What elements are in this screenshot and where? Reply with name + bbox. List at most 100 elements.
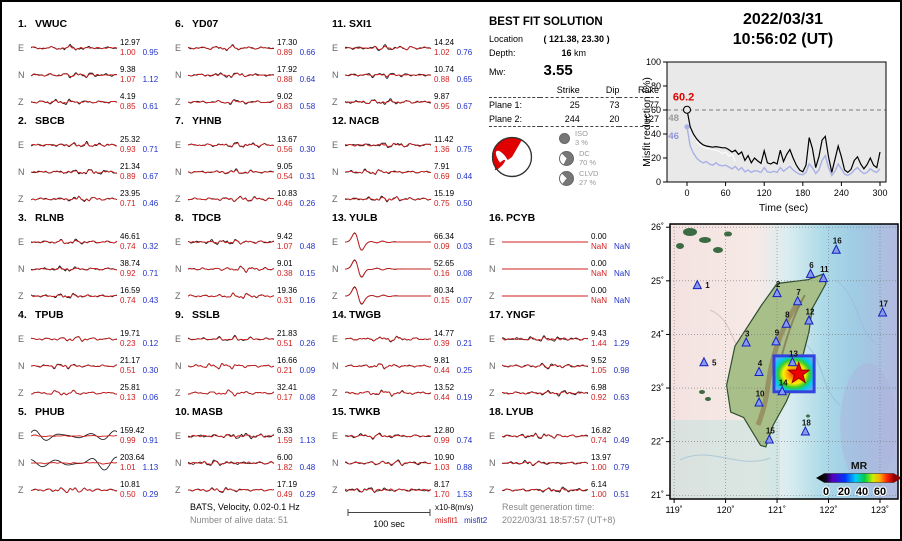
waveform — [345, 195, 431, 202]
waveform — [31, 389, 117, 395]
station-number: 13. — [332, 212, 347, 224]
channel-row: E 11.42 1.36 0.75 — [332, 131, 488, 158]
waveform — [502, 389, 588, 397]
channel-label: Z — [175, 290, 181, 301]
channel-values: 10.90 1.03 0.88 — [434, 453, 472, 472]
channel-label: Z — [175, 96, 181, 107]
channel-row: E 12.97 1.00 0.95 — [18, 34, 174, 61]
station-triangle-icon — [792, 295, 803, 306]
station-triangle-icon — [818, 272, 829, 283]
waveform — [502, 268, 588, 269]
station-number-label: 5 — [712, 358, 717, 367]
peak-amplitude: 21.83 — [277, 329, 298, 338]
decomposition-item: CLVD 27 % — [559, 169, 598, 187]
station-number-label: 1 — [705, 281, 710, 290]
peak-amplitude: 14.77 — [434, 329, 455, 338]
channel-values: 6.33 1.59 1.13 — [277, 426, 315, 445]
misfit2-value: 0.29 — [142, 489, 159, 499]
station-number-label: 10 — [756, 390, 765, 399]
station-name: SXI1 — [349, 18, 372, 30]
channel-row: Z 9.87 0.95 0.67 — [332, 88, 488, 115]
peak-amplitude: 9.42 — [277, 232, 293, 241]
channel-label: N — [332, 166, 339, 177]
waveform — [31, 195, 117, 202]
waveform — [31, 264, 117, 272]
channel-row: Z 6.98 0.92 0.63 — [489, 379, 645, 406]
station-title: 4. TPUB — [18, 309, 174, 325]
misfit1-value: 1.59 — [277, 435, 293, 445]
x-tick-label: 300 — [872, 188, 887, 198]
chart-frame — [666, 61, 887, 183]
colorbar-tick-label: 40 — [856, 486, 868, 498]
channel-row: N 6.00 1.82 0.48 — [175, 449, 331, 476]
channel-label: E — [175, 236, 182, 247]
waveform — [345, 258, 431, 278]
beachball-icon — [491, 136, 533, 178]
scale-bar-line — [347, 509, 431, 516]
channel-values: 13.52 0.44 0.19 — [434, 383, 472, 402]
channel-label: Z — [18, 193, 24, 204]
peak-amplitude: 10.90 — [434, 453, 455, 462]
misfit1-value: 0.99 — [120, 435, 136, 445]
channel-values: 17.30 0.89 0.66 — [277, 38, 315, 57]
channel-label: N — [18, 457, 25, 468]
channel-row: N 13.97 1.00 0.79 — [489, 449, 645, 476]
waveform — [31, 335, 117, 342]
station-name: YULB — [349, 212, 378, 224]
amplitude-unit: x10-8(m/s) — [435, 503, 474, 512]
colorbar-gradient — [823, 473, 895, 483]
peak-amplitude: 8.17 — [434, 480, 450, 489]
misfit1-value: 0.74 — [591, 435, 607, 445]
misfit1-value: 0.16 — [434, 268, 450, 278]
waveform — [345, 335, 431, 342]
peak-amplitude: 13.97 — [591, 453, 612, 462]
station-number: 9. — [175, 309, 184, 321]
station-title: 13. YULB — [332, 212, 488, 228]
misfit2-value: 0.79 — [613, 462, 630, 472]
station-triangle-icon — [777, 385, 788, 396]
misfit1-value: 0.50 — [120, 489, 136, 499]
misfit1-value: 0.46 — [277, 198, 293, 208]
misfit2-value: 0.76 — [456, 47, 473, 57]
station-name: TDCB — [192, 212, 222, 224]
map-lon-label: 122˚ — [820, 505, 838, 515]
station-number: 10. — [175, 406, 190, 418]
misfit1-value: 0.83 — [277, 101, 293, 111]
station-title: 5. PHUB — [18, 406, 174, 422]
peak-amplitude: 19.36 — [277, 286, 298, 295]
decomposition-label: ISO 3 % — [575, 129, 588, 147]
station-block: 1. VWUC E 12.97 1.00 0.95 N 9.38 1.07 1.12 Z 4.19 0.… — [18, 18, 174, 115]
channel-label: Z — [332, 387, 338, 398]
peak-amplitude: 19.71 — [120, 329, 141, 338]
peak-amplitude: 21.34 — [120, 162, 141, 171]
waveform — [188, 459, 274, 466]
station-number-label: 11 — [820, 265, 829, 274]
peak-amplitude: 4.19 — [120, 92, 136, 101]
channel-label: E — [489, 333, 496, 344]
station-triangle-icon — [771, 335, 781, 346]
station-number-label: 18 — [802, 418, 811, 427]
misfit2-value: 0.98 — [613, 365, 630, 375]
misfit1-value: 0.56 — [277, 144, 293, 154]
misfit2-value: 0.09 — [299, 365, 316, 375]
peak-amplitude: 9.38 — [120, 65, 136, 74]
station-number-label: 12 — [806, 307, 815, 316]
channel-label: Z — [175, 193, 181, 204]
misfit1-value: 1.07 — [277, 241, 293, 251]
channel-label: E — [175, 139, 182, 150]
misfit2-value: 0.51 — [613, 489, 630, 499]
channel-values: 14.24 1.02 0.76 — [434, 38, 472, 57]
channel-label: E — [18, 333, 25, 344]
misfit2-value: 0.75 — [456, 144, 473, 154]
misfit2-value: 1.53 — [456, 489, 473, 499]
waveform — [188, 167, 274, 174]
misfit2-value: 0.61 — [142, 101, 159, 111]
station-name: SBCB — [35, 115, 65, 127]
channel-row: N 10.74 0.88 0.65 — [332, 61, 488, 88]
strike-header: Strike — [540, 83, 580, 98]
misfit1-value: 1.00 — [120, 47, 136, 57]
bandpass-info: BATS, Velocity, 0.02-0.1 Hz — [190, 502, 300, 512]
channel-row: N 7.91 0.69 0.44 — [332, 158, 488, 185]
decomposition-label: DC 70 % — [579, 149, 597, 167]
misfit1-value: 0.39 — [434, 338, 450, 348]
